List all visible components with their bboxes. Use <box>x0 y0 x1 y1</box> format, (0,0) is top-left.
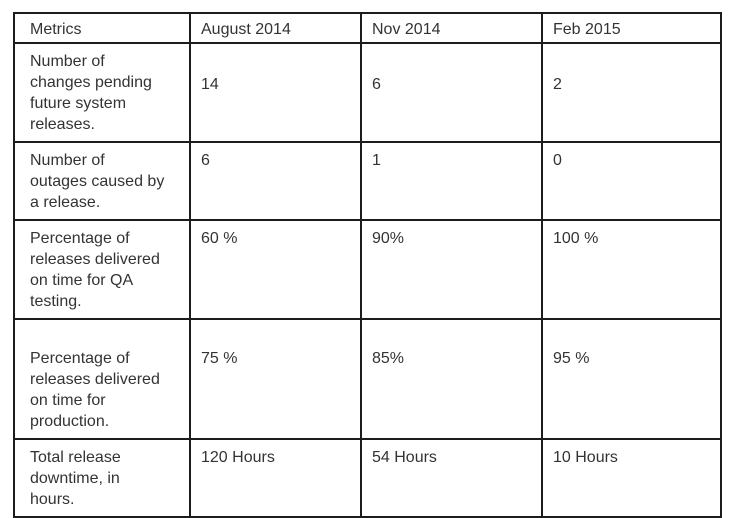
metric-label: Percentage of releases delivered on time… <box>13 219 191 320</box>
metric-label: Percentage of releases delivered on time… <box>13 318 191 440</box>
column-header-metrics: Metrics <box>13 12 191 44</box>
metric-value: 120 Hours <box>189 438 362 518</box>
column-header-nov-2014: Nov 2014 <box>360 12 543 44</box>
metric-label: Total release downtime, in hours. <box>13 438 191 518</box>
column-header-feb-2015: Feb 2015 <box>541 12 722 44</box>
metric-value: 90% <box>360 219 543 320</box>
metric-value: 0 <box>541 141 722 221</box>
table-row: Percentage of releases delivered on time… <box>13 219 722 320</box>
metric-value: 100 % <box>541 219 722 320</box>
page: Metrics August 2014 Nov 2014 Feb 2015 Nu… <box>13 12 722 518</box>
metric-value: 85% <box>360 318 543 440</box>
metric-value: 75 % <box>189 318 362 440</box>
column-header-august-2014: August 2014 <box>189 12 362 44</box>
metric-value: 95 % <box>541 318 722 440</box>
metric-value: 60 % <box>189 219 362 320</box>
metric-value: 1 <box>360 141 543 221</box>
metric-value: 14 <box>189 42 362 143</box>
metric-value: 54 Hours <box>360 438 543 518</box>
metric-value: 6 <box>360 42 543 143</box>
metric-value: 10 Hours <box>541 438 722 518</box>
table-row: Total release downtime, in hours. 120 Ho… <box>13 438 722 518</box>
metric-value: 2 <box>541 42 722 143</box>
header-row: Metrics August 2014 Nov 2014 Feb 2015 <box>13 12 722 44</box>
table-row: Number of changes pending future system … <box>13 42 722 143</box>
metrics-table: Metrics August 2014 Nov 2014 Feb 2015 Nu… <box>13 12 722 518</box>
metric-value: 6 <box>189 141 362 221</box>
metric-label: Number of changes pending future system … <box>13 42 191 143</box>
table-row: Percentage of releases delivered on time… <box>13 318 722 440</box>
metric-label: Number of outages caused by a release. <box>13 141 191 221</box>
table-row: Number of outages caused by a release. 6… <box>13 141 722 221</box>
